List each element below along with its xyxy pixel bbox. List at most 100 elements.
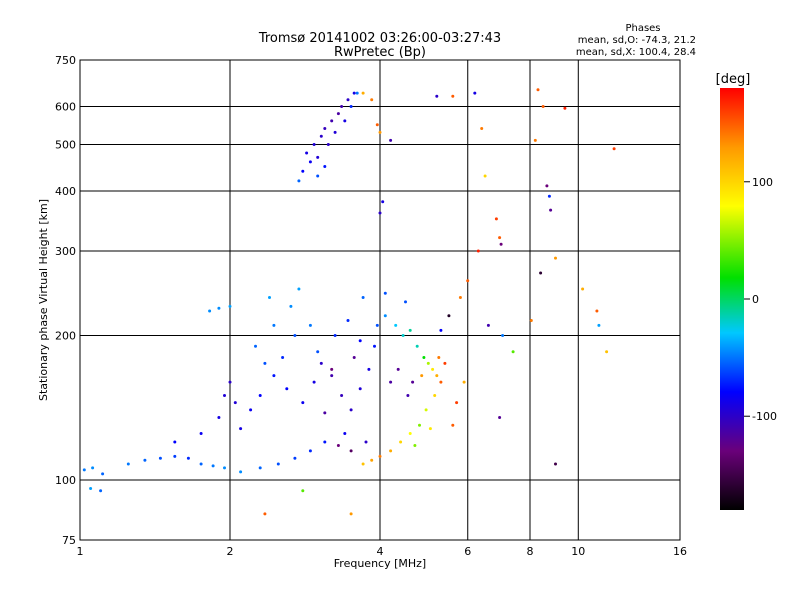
- data-point: [330, 367, 334, 371]
- data-point: [249, 408, 253, 412]
- data-point: [498, 416, 502, 419]
- data-point: [420, 374, 424, 378]
- data-point: [301, 169, 305, 173]
- data-point: [316, 350, 320, 354]
- data-point: [361, 462, 365, 466]
- data-point: [466, 279, 470, 283]
- data-point: [323, 411, 327, 415]
- data-point: [389, 380, 393, 384]
- data-point: [378, 454, 382, 458]
- data-point: [343, 119, 347, 123]
- data-point: [208, 309, 212, 313]
- data-point: [498, 236, 502, 240]
- data-point: [612, 147, 616, 151]
- data-point: [158, 456, 162, 460]
- data-point: [343, 432, 347, 435]
- data-point: [358, 339, 362, 343]
- x-tick-label: 2: [227, 545, 234, 558]
- x-axis-label: Frequency [MHz]: [334, 557, 426, 570]
- data-point: [364, 440, 368, 444]
- x-tick-label: 4: [377, 545, 384, 558]
- data-point: [529, 319, 533, 322]
- data-point: [333, 334, 337, 337]
- data-point: [447, 314, 451, 318]
- data-point: [581, 287, 585, 291]
- data-point: [486, 323, 490, 327]
- data-point: [258, 466, 262, 470]
- data-point: [361, 91, 365, 95]
- data-point: [346, 319, 350, 322]
- x-tick-label: 16: [673, 545, 687, 558]
- data-point: [199, 462, 203, 466]
- data-point: [228, 380, 232, 384]
- data-point: [494, 217, 498, 221]
- data-point: [349, 449, 353, 453]
- colorbar-tick-label: 0: [752, 293, 759, 306]
- data-point: [312, 143, 316, 146]
- stats-heading: Phases: [625, 23, 660, 34]
- data-point: [375, 323, 379, 327]
- y-tick-label: 200: [55, 330, 76, 343]
- y-tick-label: 100: [55, 474, 76, 487]
- data-point: [499, 242, 503, 246]
- data-point: [373, 344, 376, 348]
- data-point: [367, 367, 371, 371]
- data-point: [428, 427, 432, 431]
- data-point: [89, 487, 93, 490]
- data-point: [281, 356, 285, 359]
- data-point: [349, 105, 353, 108]
- plot-frame: [79, 59, 681, 541]
- colorbar-tick-label: 100: [752, 176, 773, 189]
- x-tick-label: 10: [571, 545, 585, 558]
- data-point: [340, 394, 344, 397]
- data-point: [413, 444, 417, 447]
- data-point: [381, 200, 385, 204]
- data-point: [316, 174, 320, 178]
- data-point: [297, 287, 301, 291]
- data-point: [352, 356, 356, 359]
- data-point: [536, 88, 540, 92]
- data-point: [239, 427, 243, 431]
- data-point: [349, 512, 353, 516]
- data-point: [173, 440, 177, 444]
- data-point: [285, 387, 289, 391]
- data-point: [297, 179, 301, 183]
- data-point: [404, 300, 407, 304]
- data-point: [323, 440, 327, 444]
- data-point: [370, 458, 374, 462]
- data-point: [173, 454, 177, 458]
- data-point: [462, 380, 466, 384]
- grid: [80, 60, 680, 540]
- data-point: [431, 367, 435, 371]
- data-point: [415, 344, 419, 348]
- data-point: [511, 350, 515, 354]
- data-point: [451, 94, 455, 98]
- data-point: [223, 394, 226, 397]
- data-point: [308, 160, 312, 164]
- data-point: [533, 138, 537, 142]
- data-point: [336, 444, 340, 447]
- data-point: [554, 462, 557, 466]
- stats-x-mode: mean, sd,X: 100.4, 28.4: [576, 47, 696, 58]
- scatter-points: [82, 88, 616, 516]
- data-point: [352, 91, 356, 95]
- data-point: [330, 374, 334, 378]
- y-tick-label: 600: [55, 101, 76, 114]
- data-point: [308, 323, 312, 327]
- data-point: [433, 394, 437, 397]
- data-point: [437, 356, 441, 359]
- x-tick-label: 1: [77, 545, 84, 558]
- stats-o-mode: mean, sd,O: -74.3, 21.2: [578, 35, 696, 46]
- data-point: [276, 462, 280, 466]
- data-point: [99, 489, 103, 493]
- data-point: [480, 127, 484, 130]
- data-point: [458, 296, 462, 299]
- data-point: [293, 334, 297, 337]
- data-point: [228, 304, 232, 308]
- data-point: [126, 462, 130, 466]
- data-point: [312, 380, 316, 384]
- data-point: [263, 361, 267, 365]
- data-point: [349, 408, 353, 412]
- data-point: [483, 174, 487, 178]
